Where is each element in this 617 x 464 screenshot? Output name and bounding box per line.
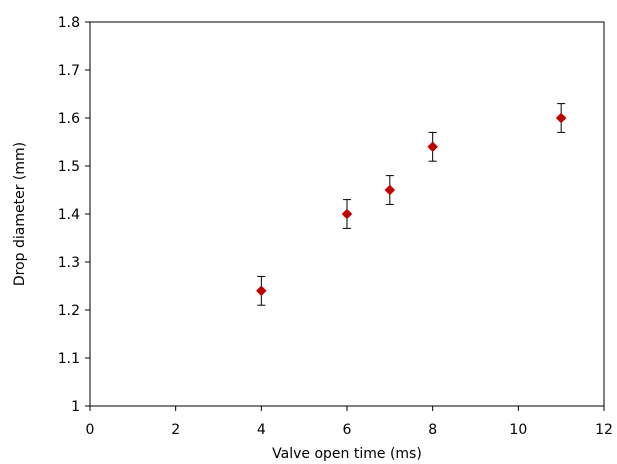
data-point bbox=[384, 184, 396, 196]
data-point-group bbox=[255, 275, 267, 306]
x-tick-label: 12 bbox=[595, 422, 613, 438]
y-tick-label: 1.8 bbox=[58, 15, 80, 31]
x-axis: 0 2 4 6 8 10 12 bbox=[86, 406, 613, 438]
data-point-group bbox=[555, 103, 567, 133]
data-point-group bbox=[341, 199, 353, 229]
y-tick-label: 1.5 bbox=[58, 159, 80, 175]
x-tick-label: 10 bbox=[509, 422, 527, 438]
x-tick-label: 4 bbox=[257, 422, 266, 438]
y-tick-label: 1.1 bbox=[58, 351, 80, 367]
data-point-group bbox=[384, 175, 396, 205]
data-point bbox=[341, 208, 353, 220]
x-axis-title: Valve open time (ms) bbox=[272, 446, 422, 462]
x-tick-label: 2 bbox=[171, 422, 180, 438]
y-tick-label: 1.2 bbox=[58, 303, 80, 319]
y-tick-label: 1.7 bbox=[58, 63, 80, 79]
y-tick-label: 1.6 bbox=[58, 111, 80, 127]
data-point-group bbox=[427, 131, 439, 162]
data-point bbox=[555, 112, 567, 124]
data-point bbox=[427, 141, 439, 153]
y-tick-label: 1 bbox=[71, 399, 80, 415]
x-tick-label: 6 bbox=[343, 422, 352, 438]
y-axis-title: Drop diameter (mm) bbox=[12, 142, 28, 286]
x-tick-label: 8 bbox=[428, 422, 437, 438]
y-axis: 1 1.1 1.2 1.3 1.4 1.5 1.6 1.7 1.8 bbox=[58, 15, 90, 415]
x-tick-label: 0 bbox=[86, 422, 95, 438]
data-points bbox=[255, 103, 567, 306]
y-tick-label: 1.3 bbox=[58, 255, 80, 271]
y-tick-label: 1.4 bbox=[58, 207, 80, 223]
data-point bbox=[255, 285, 267, 297]
